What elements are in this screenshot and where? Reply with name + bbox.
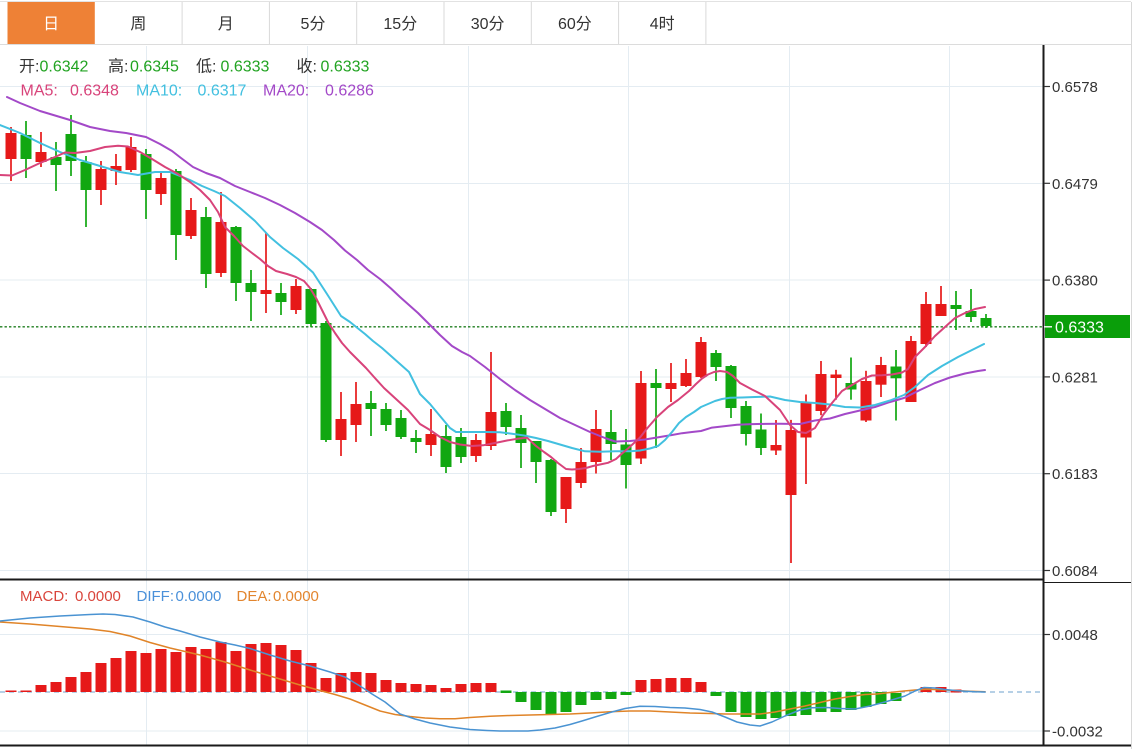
svg-text:0.6281: 0.6281 [1052,369,1098,386]
svg-text:0.6317: 0.6317 [198,83,247,100]
svg-text:0.6333: 0.6333 [1055,320,1104,337]
svg-text:15分: 15分 [383,15,417,33]
svg-text:0.6380: 0.6380 [1052,273,1098,290]
svg-text:-0.0032: -0.0032 [1052,724,1103,741]
svg-text:60分: 60分 [558,15,592,33]
svg-text:0.6183: 0.6183 [1052,466,1098,483]
svg-text:5分: 5分 [301,15,326,33]
svg-text:30分: 30分 [471,15,505,33]
svg-text:MA5:: MA5: [21,83,58,100]
svg-text:0.6084: 0.6084 [1052,563,1098,580]
svg-text:0.6479: 0.6479 [1052,176,1098,193]
svg-text:0.6286: 0.6286 [325,83,374,100]
svg-text:0.6333: 0.6333 [321,58,370,75]
svg-text:0.6333: 0.6333 [221,58,270,75]
svg-text:0.0000: 0.0000 [176,588,222,605]
svg-text:开:: 开: [19,58,39,75]
svg-text:0.6578: 0.6578 [1052,79,1098,96]
svg-text:4时: 4时 [650,15,675,33]
svg-text:日: 日 [43,16,59,33]
svg-text:0.6342: 0.6342 [40,58,89,75]
svg-text:DIFF:: DIFF: [137,588,175,605]
svg-text:周: 周 [130,16,146,33]
svg-text:0.6345: 0.6345 [130,58,179,75]
svg-text:0.0000: 0.0000 [273,588,319,605]
svg-text:MACD:: MACD: [20,588,68,605]
svg-text:月: 月 [218,16,234,33]
svg-text:MA20:: MA20: [263,83,309,100]
svg-text:收:: 收: [297,57,317,75]
svg-text:DEA:: DEA: [237,588,272,605]
svg-text:MA10:: MA10: [136,83,182,100]
svg-text:0.0000: 0.0000 [75,588,121,605]
svg-text:低:: 低: [196,57,216,75]
svg-text:0.6348: 0.6348 [70,83,119,100]
svg-text:0.0048: 0.0048 [1052,627,1098,644]
svg-text:高:: 高: [108,57,128,75]
